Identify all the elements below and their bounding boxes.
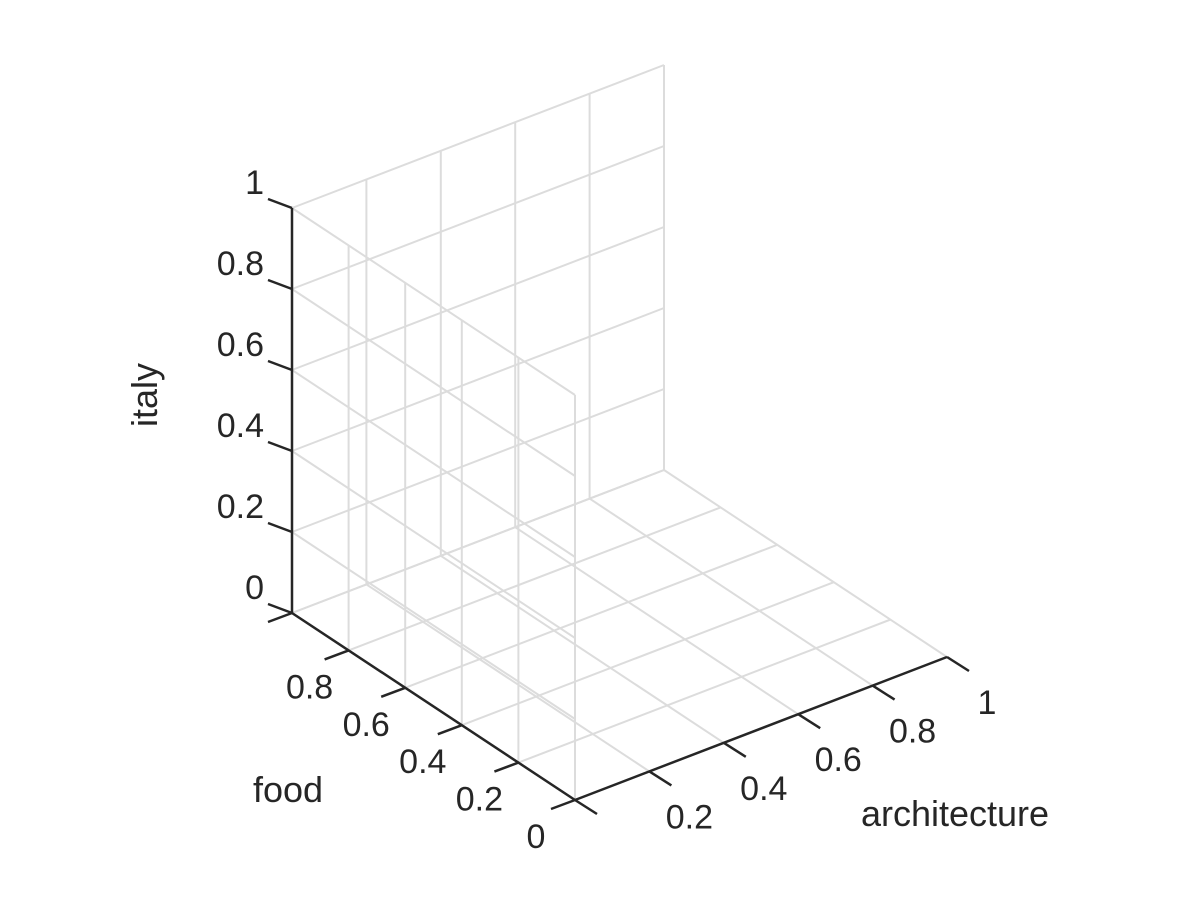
grid-line-wall-left-z	[291, 531, 576, 720]
y-tick-label: 0.6	[343, 706, 390, 744]
z-tick	[267, 197, 293, 210]
grid-line-floor-x	[663, 469, 948, 658]
grid-line-wall-right-z	[291, 307, 665, 452]
y-tick-label: 0.8	[286, 668, 333, 706]
grid-line-wall-left-z	[291, 450, 576, 639]
grid-line-floor-x	[440, 554, 725, 744]
axis-lines	[267, 197, 970, 816]
grid-line-floor-y	[518, 618, 891, 764]
grid-line-floor-x	[365, 583, 650, 773]
z-tick-label: 0.4	[217, 407, 264, 445]
z-tick	[267, 602, 293, 615]
x-axis-line	[574, 655, 948, 802]
x-tick-label: 0.8	[889, 713, 936, 751]
y-tick	[324, 649, 350, 661]
x-tick	[797, 713, 821, 730]
z-tick	[267, 278, 293, 291]
grid-lines	[291, 64, 948, 801]
x-tick-label: 0.2	[666, 798, 713, 836]
y-tick	[267, 611, 293, 624]
y-tick-label: 0.4	[399, 743, 446, 781]
x-tick	[574, 798, 598, 816]
grid-line-wall-left-z	[291, 369, 576, 558]
y-tick-label: 0	[527, 818, 546, 856]
z-axis-label: italy	[124, 363, 165, 427]
x-tick-label: 1	[978, 684, 997, 722]
grid-line-floor-x	[514, 526, 799, 716]
grid-line-floor-y	[461, 581, 835, 727]
grid-line-floor-y	[348, 506, 721, 652]
y-tick	[437, 724, 463, 736]
grid-line-wall-right-z	[291, 145, 665, 290]
y-tick	[380, 686, 406, 698]
y-axis-label: food	[253, 769, 323, 810]
z-tick-label: 0.8	[217, 245, 264, 283]
z-tick	[267, 359, 293, 372]
grid-line-wall-left-z	[291, 207, 576, 396]
z-tick	[267, 440, 293, 453]
grid-line-wall-right-z	[291, 388, 665, 533]
grid-line-floor-x	[589, 497, 874, 687]
grid-line-wall-right-z	[291, 469, 665, 614]
grid-line-wall-right-z	[291, 64, 665, 209]
x-tick	[648, 770, 673, 787]
x-tick	[871, 684, 896, 701]
z-tick	[267, 521, 293, 534]
x-tick	[723, 741, 747, 758]
y-axis-line	[291, 611, 576, 802]
x-axis-label: architecture	[861, 793, 1049, 834]
grid-line-wall-left-z	[291, 288, 576, 477]
y-tick	[550, 798, 576, 811]
grid-line-floor-y	[404, 543, 778, 689]
y-tick	[493, 761, 519, 773]
z-tick-label: 1	[245, 164, 264, 202]
x-tick	[946, 655, 970, 673]
y-tick-label: 0.2	[456, 781, 503, 819]
grid-line-wall-right-z	[291, 226, 665, 371]
x-tick-label: 0.6	[815, 741, 862, 779]
z-tick-label: 0	[245, 569, 264, 607]
x-tick-label: 0.4	[740, 770, 787, 808]
z-tick-label: 0.6	[217, 326, 264, 364]
z-tick-label: 0.2	[217, 488, 264, 526]
